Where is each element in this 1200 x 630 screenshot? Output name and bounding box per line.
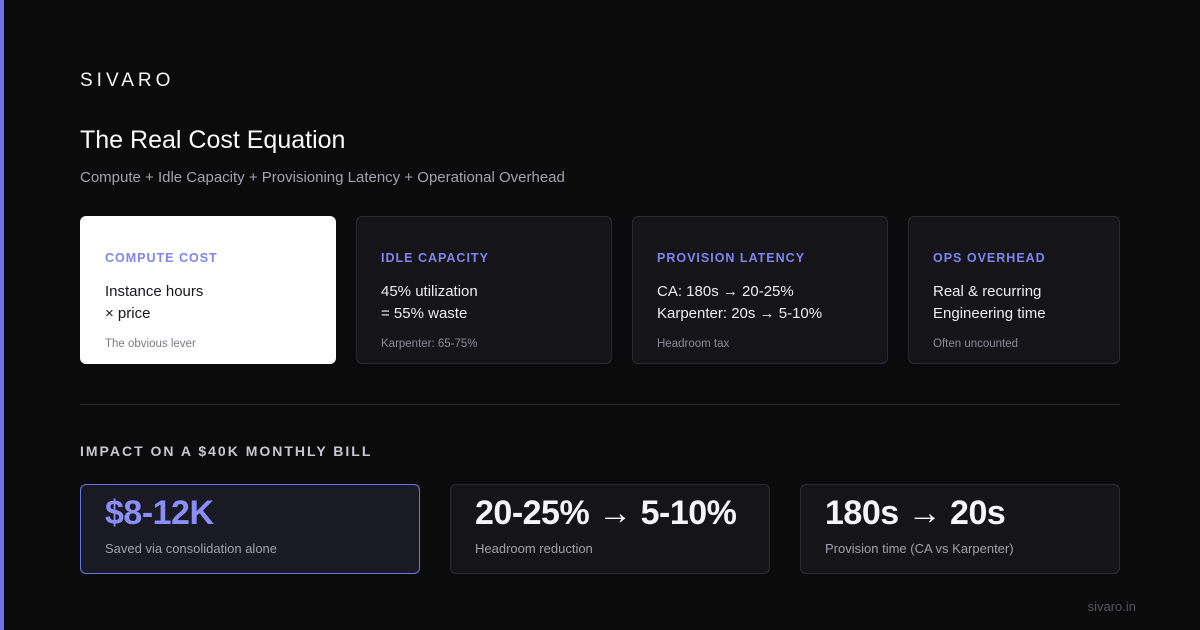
card-label: OPS OVERHEAD — [933, 251, 1046, 265]
card-line: = 55% waste — [381, 305, 468, 322]
card-note: The obvious lever — [105, 338, 196, 350]
card-line: Instance hours — [105, 283, 204, 300]
impact-section-title: IMPACT ON A $40K MONTHLY BILL — [80, 443, 373, 459]
card-line: Engineering time — [933, 305, 1046, 322]
card-line: Karpenter: 20s → 5-10% — [657, 305, 823, 322]
stat-savings: $8-12K Saved via consolidation alone — [80, 484, 420, 574]
card-note: Karpenter: 65-75% — [381, 338, 478, 350]
card-label: PROVISION LATENCY — [657, 251, 806, 265]
footer-domain: sivaro.in — [1087, 599, 1136, 614]
stat-value: 180s → 20s — [825, 494, 1006, 532]
card-label: IDLE CAPACITY — [381, 251, 489, 265]
stat-caption: Headroom reduction — [475, 541, 593, 556]
accent-bar — [0, 0, 4, 630]
page-title: The Real Cost Equation — [80, 126, 346, 154]
stat-headroom: 20-25% → 5-10% Headroom reduction — [450, 484, 770, 574]
stat-caption: Provision time (CA vs Karpenter) — [825, 541, 1014, 556]
card-idle-capacity: IDLE CAPACITY 45% utilization = 55% wast… — [356, 216, 612, 364]
stat-value: $8-12K — [105, 494, 214, 532]
card-provision-latency: PROVISION LATENCY CA: 180s → 20-25% Karp… — [632, 216, 888, 364]
card-line: × price — [105, 305, 151, 322]
card-compute-cost: COMPUTE COST Instance hours × price The … — [80, 216, 336, 364]
card-label: COMPUTE COST — [105, 251, 218, 265]
card-line: CA: 180s → 20-25% — [657, 283, 794, 300]
card-note: Headroom tax — [657, 338, 730, 350]
section-divider — [80, 404, 1120, 405]
stat-provision-time: 180s → 20s Provision time (CA vs Karpent… — [800, 484, 1120, 574]
page-subtitle: Compute + Idle Capacity + Provisioning L… — [80, 169, 565, 186]
stat-caption: Saved via consolidation alone — [105, 541, 278, 556]
card-line: Real & recurring — [933, 283, 1042, 300]
card-line: 45% utilization — [381, 283, 478, 300]
stat-value: 20-25% → 5-10% — [475, 494, 737, 532]
card-note: Often uncounted — [933, 338, 1019, 350]
brand-logo: SIVARO — [80, 70, 175, 91]
card-ops-overhead: OPS OVERHEAD Real & recurring Engineerin… — [908, 216, 1120, 364]
